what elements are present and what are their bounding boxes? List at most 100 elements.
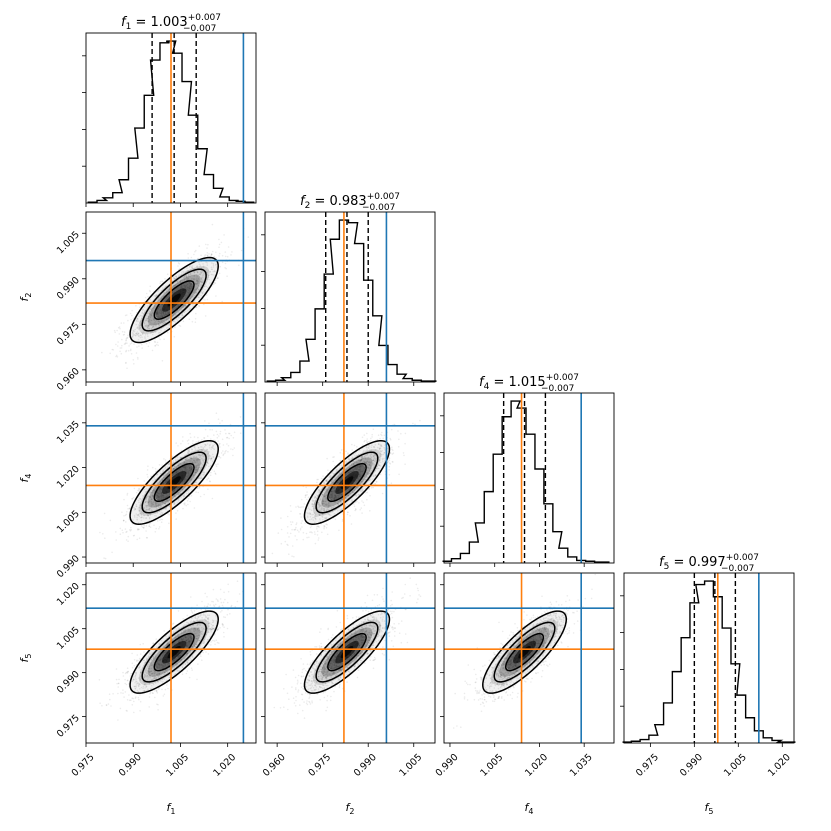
sample-point bbox=[157, 496, 160, 498]
sample-point bbox=[202, 455, 204, 458]
sample-point bbox=[196, 458, 199, 460]
sample-point bbox=[325, 500, 327, 503]
sample-point bbox=[337, 481, 339, 484]
sample-point bbox=[133, 334, 135, 336]
sample-point bbox=[338, 472, 341, 474]
sample-point bbox=[187, 257, 190, 259]
sample-point bbox=[165, 313, 168, 315]
sample-point bbox=[184, 478, 187, 481]
sample-point bbox=[201, 453, 204, 456]
sample-point bbox=[148, 312, 151, 315]
sample-point bbox=[378, 464, 381, 466]
sample-point bbox=[168, 293, 170, 296]
sample-point bbox=[194, 291, 197, 294]
sample-point bbox=[154, 331, 157, 333]
sample-point bbox=[323, 494, 325, 496]
sample-point bbox=[195, 469, 198, 472]
sample-point bbox=[363, 475, 366, 477]
sample-point bbox=[373, 455, 375, 457]
sample-point bbox=[307, 496, 310, 499]
y-tick-label: 0.990 bbox=[55, 553, 82, 580]
title-subscript: 5 bbox=[664, 562, 670, 572]
sample-point bbox=[361, 457, 364, 459]
sample-point bbox=[197, 282, 199, 284]
sample-point bbox=[194, 472, 197, 474]
sample-point bbox=[186, 471, 188, 474]
sample-point bbox=[363, 469, 365, 472]
sample-point bbox=[197, 449, 199, 452]
sample-point bbox=[380, 445, 383, 447]
sample-point bbox=[378, 467, 380, 470]
sample-point bbox=[186, 283, 189, 285]
sample-point bbox=[359, 490, 362, 492]
sample-point bbox=[163, 474, 165, 477]
sample-point bbox=[160, 316, 163, 318]
sample-point bbox=[336, 494, 339, 497]
sample-point bbox=[201, 439, 203, 441]
sample-point bbox=[195, 481, 197, 484]
sample-point bbox=[119, 527, 122, 530]
sample-point bbox=[326, 503, 328, 505]
sample-point bbox=[165, 461, 167, 463]
sample-point bbox=[157, 320, 159, 323]
label-base: f bbox=[18, 295, 31, 301]
sample-point bbox=[352, 491, 354, 494]
sample-point bbox=[157, 503, 160, 506]
sample-point bbox=[148, 289, 151, 292]
sample-point bbox=[199, 448, 201, 451]
sample-point bbox=[185, 294, 187, 296]
sample-point bbox=[201, 281, 204, 284]
sample-point bbox=[206, 262, 208, 264]
sample-point bbox=[353, 444, 356, 447]
sample-point bbox=[333, 487, 336, 489]
sample-point bbox=[129, 343, 132, 345]
sample-point bbox=[161, 478, 163, 480]
sample-point bbox=[172, 474, 174, 477]
sample-point bbox=[359, 508, 361, 511]
sample-point bbox=[291, 545, 294, 547]
sample-point bbox=[374, 483, 377, 485]
sample-point bbox=[190, 284, 192, 286]
sample-point bbox=[150, 503, 153, 505]
sample-point bbox=[182, 489, 184, 491]
sample-point bbox=[368, 472, 371, 475]
hist-bin bbox=[705, 581, 714, 743]
sample-point bbox=[137, 513, 139, 516]
sample-point bbox=[197, 277, 200, 280]
sample-point bbox=[164, 467, 167, 469]
sample-point bbox=[325, 517, 328, 520]
sample-point bbox=[192, 475, 194, 477]
sample-point bbox=[167, 463, 170, 465]
sample-point bbox=[165, 473, 167, 475]
hist-bin bbox=[460, 553, 469, 563]
sample-point bbox=[134, 516, 136, 518]
sample-point bbox=[185, 492, 188, 495]
sample-point bbox=[212, 283, 215, 286]
sample-point bbox=[183, 278, 186, 281]
sample-point bbox=[196, 464, 199, 466]
sample-point bbox=[355, 487, 357, 489]
sample-point bbox=[354, 488, 357, 490]
sample-point bbox=[171, 474, 174, 477]
sample-point bbox=[126, 530, 128, 533]
sample-point bbox=[323, 495, 325, 498]
sample-point bbox=[225, 449, 227, 452]
panel-title-f1: f1 = 1.003+0.007 −0.007 bbox=[121, 13, 221, 34]
sample-point bbox=[353, 503, 355, 505]
sample-point bbox=[187, 474, 190, 476]
sample-point bbox=[317, 502, 319, 504]
sample-point bbox=[181, 306, 184, 308]
sample-point bbox=[334, 498, 336, 500]
sample-point bbox=[361, 457, 364, 460]
sample-point bbox=[174, 321, 177, 323]
sample-point bbox=[194, 282, 197, 285]
sample-point bbox=[176, 287, 178, 290]
sample-point bbox=[155, 504, 158, 507]
sample-point bbox=[182, 270, 184, 273]
sample-point bbox=[132, 335, 134, 338]
sample-point bbox=[189, 436, 192, 439]
sample-point bbox=[126, 494, 128, 496]
sample-point bbox=[161, 315, 163, 317]
sample-point bbox=[137, 514, 140, 516]
sample-point bbox=[372, 452, 374, 455]
